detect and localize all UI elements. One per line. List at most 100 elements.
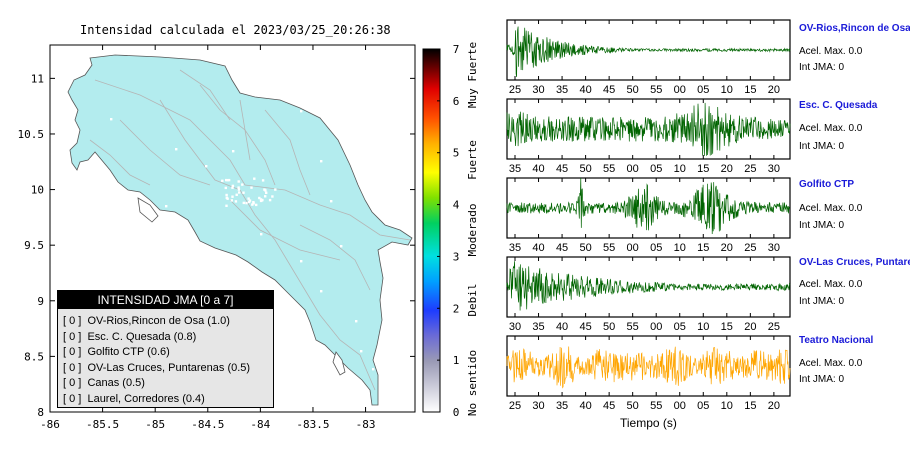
trace-waveform bbox=[506, 102, 791, 156]
trace-tick-label: 00 bbox=[674, 84, 686, 96]
trace-tick-label: 20 bbox=[768, 84, 780, 96]
legend-item: [ 0 ] OV-Las Cruces, Puntarenas (0.5) bbox=[63, 361, 251, 374]
station-dot bbox=[250, 186, 253, 189]
map-x-tick-label: -85 bbox=[145, 418, 165, 431]
colorbar-tick-label: 0 bbox=[453, 406, 460, 419]
station-name: OV-Rios,Rincon de Osa bbox=[799, 23, 910, 34]
jma-intensity: Int JMA: 0 bbox=[799, 374, 844, 385]
colorbar-tick-label: 2 bbox=[453, 302, 460, 315]
max-acceleration: Acel. Max. 0.0 bbox=[799, 203, 863, 214]
station-dot bbox=[205, 165, 208, 168]
station-dot bbox=[231, 195, 234, 198]
trace-tick-label: 30 bbox=[768, 242, 780, 254]
map-x-tick-label: -83 bbox=[356, 418, 376, 431]
trace-tick-label: 05 bbox=[674, 321, 686, 333]
trace-tick-label: 35 bbox=[556, 84, 568, 96]
trace-waveform bbox=[506, 26, 791, 77]
station-dot bbox=[227, 178, 231, 182]
trace-tick-label: 15 bbox=[721, 321, 733, 333]
jma-intensity: Int JMA: 0 bbox=[799, 62, 844, 73]
trace-tick-label: 40 bbox=[579, 400, 591, 412]
trace-tick-label: 55 bbox=[650, 84, 662, 96]
legend-item: [ 0 ] Golfito CTP (0.6) bbox=[63, 346, 170, 359]
map-y-tick-label: 9 bbox=[37, 295, 44, 308]
max-acceleration: Acel. Max. 0.0 bbox=[799, 279, 863, 290]
road-line bbox=[89, 139, 151, 186]
map-y-tick-label: 9.5 bbox=[24, 239, 44, 252]
trace-tick-label: 30 bbox=[532, 84, 544, 96]
station-dot bbox=[355, 320, 358, 323]
trace-tick-label: 00 bbox=[627, 242, 639, 254]
trace-tick-label: 20 bbox=[744, 321, 756, 333]
trace-tick-label: 30 bbox=[509, 321, 521, 333]
map-x-tick-label: -83.5 bbox=[296, 418, 329, 431]
station-dot bbox=[261, 179, 265, 182]
trace-tick-label: 10 bbox=[674, 163, 686, 175]
map-x-tick-label: -84.5 bbox=[191, 418, 224, 431]
colorbar bbox=[422, 48, 441, 413]
trace-tick-label: 45 bbox=[603, 400, 615, 412]
station-dot bbox=[165, 205, 168, 208]
trace-tick-label: 55 bbox=[603, 163, 615, 175]
legend-item: [ 0 ] Canas (0.5) bbox=[63, 377, 145, 390]
trace-tick-label: 55 bbox=[627, 321, 639, 333]
trace-tick-label: 50 bbox=[579, 242, 591, 254]
colorbar-category-label: Moderado bbox=[466, 204, 479, 257]
map-y-tick-label: 10 bbox=[31, 184, 44, 197]
colorbar-tick-label: 3 bbox=[453, 250, 460, 263]
legend-items: [ 0 ] OV-Rios,Rincon de Osa (1.0) [ 0 ] E… bbox=[58, 309, 273, 408]
station-dot bbox=[300, 260, 303, 263]
trace-tick-label: 10 bbox=[674, 242, 686, 254]
station-dot bbox=[251, 203, 254, 206]
station-dot bbox=[248, 199, 252, 202]
jma-intensity: Int JMA: 0 bbox=[799, 220, 844, 231]
road-line bbox=[299, 224, 371, 291]
trace-tick-label: 50 bbox=[627, 400, 639, 412]
legend-item: [ 0 ] Laurel, Corredores (0.4) bbox=[63, 392, 205, 405]
station-dot bbox=[265, 191, 268, 194]
page-title: Intensidad calculada el 2023/03/25_20:26… bbox=[80, 23, 391, 37]
colorbar-category-label: Muy Fuerte bbox=[466, 42, 479, 108]
station-dot bbox=[226, 179, 229, 182]
legend-header: INTENSIDAD JMA [0 a 7] bbox=[58, 291, 273, 309]
station-dot bbox=[242, 201, 245, 205]
station-dot bbox=[255, 203, 258, 207]
station-dot bbox=[221, 179, 224, 182]
station-dot bbox=[360, 350, 363, 353]
trace-tick-label: 00 bbox=[674, 400, 686, 412]
station-dot bbox=[110, 118, 113, 121]
legend-item: [ 0 ] OV-Rios,Rincon de Osa (1.0) bbox=[63, 315, 230, 327]
road-line bbox=[229, 199, 341, 261]
max-acceleration: Acel. Max. 0.0 bbox=[799, 46, 863, 57]
gulf-nicoya bbox=[137, 197, 159, 223]
station-dot bbox=[260, 233, 263, 236]
station-dot bbox=[252, 201, 255, 204]
road-line bbox=[179, 69, 231, 121]
station-dot bbox=[225, 204, 228, 207]
trace-panel: 25 30 35 40 45 50 55 00 05 10 15 20 OV-Rios,Rincon d… bbox=[506, 19, 910, 96]
trace-tick-label: 15 bbox=[697, 242, 709, 254]
colorbar-category-label: Fuerte bbox=[466, 140, 479, 180]
station-dot bbox=[237, 188, 241, 191]
station-name: Golfito CTP bbox=[799, 179, 854, 190]
station-dot bbox=[230, 199, 233, 202]
trace-panel: 30 35 40 45 50 55 00 05 10 15 20 25 OV-Las Cruces, P… bbox=[506, 256, 910, 333]
station-dot bbox=[258, 196, 261, 200]
max-acceleration: Acel. Max. 0.0 bbox=[799, 123, 863, 134]
trace-tick-label: 05 bbox=[650, 163, 662, 175]
station-dot bbox=[224, 186, 227, 190]
colorbar-tick-label: 7 bbox=[453, 43, 460, 56]
road-line bbox=[94, 79, 246, 186]
station-dot bbox=[225, 196, 228, 199]
map-x-tick-label: -84 bbox=[250, 418, 270, 431]
legend-item: [ 0 ] Esc. C. Quesada (0.8) bbox=[63, 330, 197, 343]
station-dot bbox=[242, 191, 245, 194]
trace-panel: 35 40 45 50 55 00 05 10 15 20 25 30 Esc. C. Quesada A… bbox=[506, 98, 878, 175]
colorbar-tick-label: 4 bbox=[453, 199, 460, 212]
station-dot bbox=[340, 245, 343, 248]
colorbar-tick-label: 1 bbox=[453, 354, 460, 367]
trace-tick-label: 30 bbox=[532, 400, 544, 412]
trace-tick-label: 15 bbox=[744, 84, 756, 96]
station-dot bbox=[234, 200, 238, 203]
